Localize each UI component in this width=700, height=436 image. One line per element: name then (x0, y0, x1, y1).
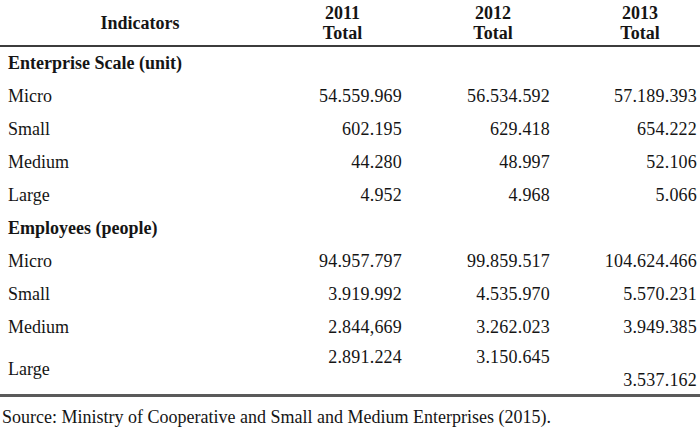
cell-2013: 654.222 (553, 119, 700, 140)
total-label: Total (433, 23, 553, 43)
table-row-employees-small: Small 3.919.992 4.535.970 5.570.231 (0, 278, 700, 311)
section-header-enterprise-scale: Enterprise Scale (unit) (0, 47, 700, 80)
source-note: Source: Ministry of Cooperative and Smal… (0, 405, 700, 430)
cell-2011: 94.957.797 (280, 251, 405, 272)
cell-2013: 5.066 (553, 185, 700, 206)
year-label: 2011 (280, 3, 405, 23)
table-row-enterprise-micro: Micro 54.559.969 56.534.592 57.189.393 (0, 80, 700, 113)
year-2011-column-header: 2011 Total (280, 3, 405, 43)
cell-2011: 3.919.992 (280, 284, 405, 305)
cell-2012: 48.997 (405, 152, 553, 173)
table-row-employees-micro: Micro 94.957.797 99.859.517 104.624.466 (0, 245, 700, 278)
cell-2012: 4.968 (405, 185, 553, 206)
cell-2012: 56.534.592 (405, 86, 553, 107)
indicators-column-header: Indicators (0, 13, 280, 33)
year-2012-column-header: 2012 Total (405, 3, 553, 43)
row-label: Micro (0, 251, 280, 272)
table-row-enterprise-small: Small 602.195 629.418 654.222 (0, 113, 700, 146)
cell-2011: 44.280 (280, 152, 405, 173)
cell-2012: 3.150.645 (405, 344, 553, 368)
cell-2013: 3.949.385 (553, 317, 700, 338)
total-label: Total (580, 23, 700, 43)
table-row-enterprise-large: Large 4.952 4.968 5.066 (0, 179, 700, 212)
year-label: 2013 (580, 3, 700, 23)
total-label: Total (280, 23, 405, 43)
table-row-enterprise-medium: Medium 44.280 48.997 52.106 (0, 146, 700, 179)
cell-2012: 4.535.970 (405, 284, 553, 305)
cell-2011: 2.844,669 (280, 317, 405, 338)
cell-2013: 52.106 (553, 152, 700, 173)
cell-2013: 5.570.231 (553, 284, 700, 305)
table-row-employees-medium: Medium 2.844,669 3.262.023 3.949.385 (0, 311, 700, 344)
cell-2013: 3.537.162 (553, 370, 700, 394)
section-header-employees: Employees (people) (0, 212, 700, 245)
statistics-table: Indicators 2011 Total 2012 Total 2013 To… (0, 0, 700, 430)
cell-2013: 57.189.393 (553, 86, 700, 107)
row-label: Medium (0, 317, 280, 338)
cell-2013: 104.624.466 (553, 251, 700, 272)
table-bottom-rule (0, 394, 700, 397)
row-label: Small (0, 284, 280, 305)
row-label: Large (0, 359, 280, 380)
row-label: Medium (0, 152, 280, 173)
cell-2012: 3.262.023 (405, 317, 553, 338)
cell-2011: 602.195 (280, 119, 405, 140)
indicators-label: Indicators (100, 13, 179, 33)
cell-2011: 54.559.969 (280, 86, 405, 107)
row-label: Small (0, 119, 280, 140)
year-2013-column-header: 2013 Total (553, 3, 700, 43)
table-header-row: Indicators 2011 Total 2012 Total 2013 To… (0, 0, 700, 47)
table-row-employees-large: Large 2.891.224 3.150.645 3.537.162 (0, 344, 700, 394)
cell-2011: 4.952 (280, 185, 405, 206)
cell-2011: 2.891.224 (280, 344, 405, 368)
row-label: Large (0, 185, 280, 206)
year-label: 2012 (433, 3, 553, 23)
cell-2012: 99.859.517 (405, 251, 553, 272)
cell-2012: 629.418 (405, 119, 553, 140)
row-label: Micro (0, 86, 280, 107)
section-title: Employees (people) (8, 218, 157, 239)
section-title: Enterprise Scale (unit) (8, 53, 182, 74)
